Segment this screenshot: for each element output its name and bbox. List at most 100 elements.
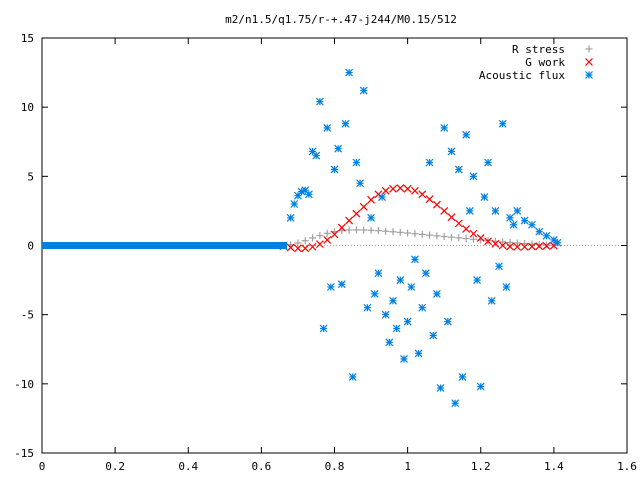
data-point bbox=[359, 86, 368, 95]
data-point bbox=[345, 216, 354, 225]
data-point bbox=[454, 219, 463, 228]
data-point bbox=[367, 195, 375, 204]
data-point bbox=[378, 193, 386, 202]
data-point bbox=[469, 235, 477, 243]
data-point bbox=[352, 209, 361, 218]
data-point bbox=[411, 230, 419, 238]
data-point bbox=[432, 200, 441, 209]
data-point bbox=[502, 283, 511, 291]
axis-ticks: 0 0.2 0.4 0.6 0.8 1 1.2 1.4 1.6 15 10 5 0 -5 -10 -15 bbox=[14, 32, 637, 473]
data-point bbox=[418, 303, 427, 312]
x-tick-label: 0.4 bbox=[178, 460, 198, 473]
data-point bbox=[440, 206, 449, 215]
data-point bbox=[319, 324, 328, 333]
data-point bbox=[440, 123, 449, 132]
data-point bbox=[458, 372, 467, 381]
data-point bbox=[425, 158, 434, 167]
data-point bbox=[315, 97, 324, 106]
data-point bbox=[495, 262, 503, 271]
legend-label: G work bbox=[525, 56, 565, 69]
data-point bbox=[520, 242, 529, 251]
x-tick-label: 1 bbox=[404, 460, 411, 473]
data-point bbox=[363, 303, 372, 312]
data-point bbox=[396, 184, 405, 193]
data-point bbox=[326, 283, 335, 291]
data-point bbox=[381, 186, 390, 195]
data-point bbox=[356, 179, 365, 188]
data-point bbox=[506, 213, 514, 222]
data-point bbox=[553, 238, 562, 247]
data-point bbox=[513, 206, 522, 215]
data-point bbox=[367, 226, 375, 234]
y-tick-label: 5 bbox=[27, 170, 34, 183]
data-point bbox=[469, 229, 478, 238]
data-point bbox=[374, 227, 382, 235]
data-point bbox=[404, 229, 412, 237]
data-point bbox=[323, 236, 332, 244]
series-layer bbox=[42, 68, 562, 408]
y-tick-label: -5 bbox=[21, 309, 34, 322]
series-g-work bbox=[279, 184, 558, 253]
data-point bbox=[476, 233, 485, 242]
data-point bbox=[513, 242, 522, 251]
data-point bbox=[425, 195, 434, 204]
data-point bbox=[345, 68, 354, 77]
data-point bbox=[535, 227, 544, 236]
data-point bbox=[447, 147, 456, 156]
data-point bbox=[389, 228, 397, 236]
x-tick-label: 0.8 bbox=[325, 460, 345, 473]
data-point bbox=[480, 193, 489, 202]
chart-title: m2/n1.5/q1.75/r-+.47-j244/M0.15/512 bbox=[225, 13, 457, 26]
data-point bbox=[476, 382, 485, 391]
data-point bbox=[308, 242, 317, 251]
data-point bbox=[400, 355, 408, 363]
data-point bbox=[498, 119, 507, 128]
data-point bbox=[543, 241, 551, 249]
data-point bbox=[323, 123, 332, 132]
data-point bbox=[473, 276, 482, 285]
data-point bbox=[352, 226, 360, 234]
data-point bbox=[304, 190, 313, 199]
data-point bbox=[348, 372, 357, 381]
x-tick-label: 1.6 bbox=[617, 460, 637, 473]
data-point bbox=[301, 237, 309, 245]
data-point bbox=[498, 241, 507, 250]
data-point bbox=[418, 190, 427, 199]
data-point bbox=[542, 241, 551, 250]
data-point bbox=[465, 206, 474, 215]
data-point bbox=[286, 243, 295, 252]
data-point bbox=[436, 384, 445, 392]
data-point bbox=[549, 236, 558, 244]
data-point bbox=[367, 213, 375, 222]
data-point bbox=[370, 289, 379, 298]
data-point bbox=[528, 242, 536, 251]
data-point bbox=[411, 255, 419, 264]
data-point bbox=[528, 220, 536, 229]
data-point bbox=[389, 184, 397, 193]
y-tick-label: -15 bbox=[14, 447, 34, 460]
legend-label: Acoustic flux bbox=[479, 69, 565, 82]
data-point bbox=[323, 229, 331, 237]
data-point bbox=[352, 158, 361, 167]
data-point bbox=[334, 144, 343, 153]
x-tick-label: 0 bbox=[39, 460, 46, 473]
data-point bbox=[429, 331, 438, 340]
data-point bbox=[462, 224, 471, 233]
data-point bbox=[520, 216, 529, 225]
y-tick-label: 10 bbox=[21, 101, 34, 114]
data-point bbox=[535, 242, 544, 251]
data-point bbox=[426, 231, 434, 239]
data-point bbox=[506, 242, 514, 251]
data-point bbox=[396, 228, 404, 236]
data-point bbox=[491, 239, 500, 248]
data-point bbox=[542, 231, 551, 240]
data-point bbox=[440, 233, 448, 241]
data-point bbox=[341, 119, 350, 128]
data-point bbox=[374, 269, 383, 278]
legend-marker bbox=[585, 45, 593, 53]
data-point bbox=[506, 238, 514, 246]
data-point bbox=[451, 399, 460, 408]
data-point bbox=[294, 244, 302, 253]
data-point bbox=[509, 220, 518, 229]
data-point bbox=[448, 233, 455, 241]
